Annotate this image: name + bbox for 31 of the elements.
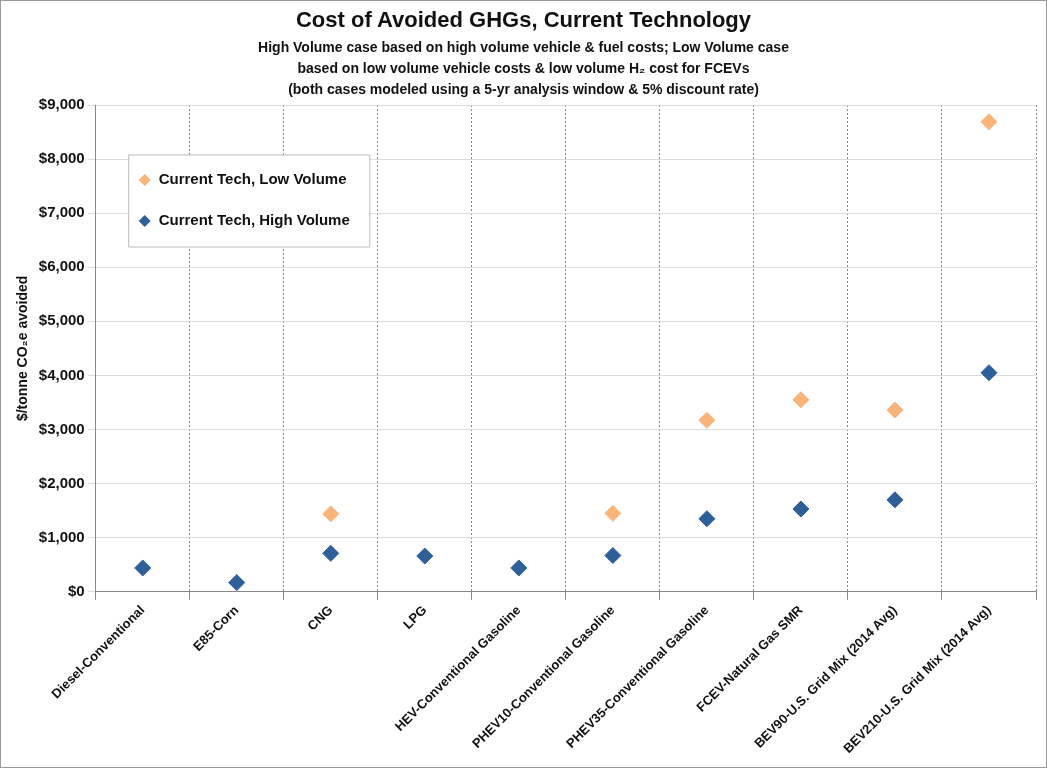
y-axis-title: $/tonne CO₂e avoided: [14, 275, 31, 422]
y-tick-label: $2,000: [38, 473, 85, 491]
legend-label: Current Tech, High Volume: [158, 211, 350, 229]
point: [698, 510, 716, 528]
y-tick-label: $6,000: [38, 257, 85, 275]
point: [792, 391, 810, 409]
point: [886, 401, 904, 419]
y-tick-label: $4,000: [38, 365, 85, 383]
point: [886, 491, 904, 509]
y-tick-label: $9,000: [38, 95, 85, 113]
y-tick-label: $1,000: [38, 527, 85, 545]
point: [792, 500, 810, 518]
point: [134, 559, 152, 577]
point: [322, 505, 340, 523]
point: [510, 559, 528, 577]
chart-subtitle: High Volume case based on high volume vehicle & fuel costs; Low Volume case based on low volume vehicle costs & low volume H₂ cost for FCEVs (both cases modeled using a 5-yr analysis window & 5% discount rate): [258, 39, 789, 97]
y-tick-label: $7,000: [38, 203, 85, 221]
y-tick-label: $8,000: [38, 149, 85, 167]
point: [604, 504, 622, 522]
legend-label: Current Tech, Low Volume: [158, 170, 347, 188]
y-tick-label: $0: [67, 581, 85, 599]
point: [698, 411, 716, 429]
point: [228, 574, 246, 592]
chart-title: Cost of Avoided GHGs, Current Technology: [294, 7, 753, 33]
point: [980, 364, 998, 382]
point: [416, 547, 434, 565]
y-tick-label: $5,000: [38, 311, 85, 329]
point: [980, 113, 998, 131]
point: [322, 544, 340, 562]
point: [604, 547, 622, 565]
y-tick-label: $3,000: [38, 419, 85, 437]
